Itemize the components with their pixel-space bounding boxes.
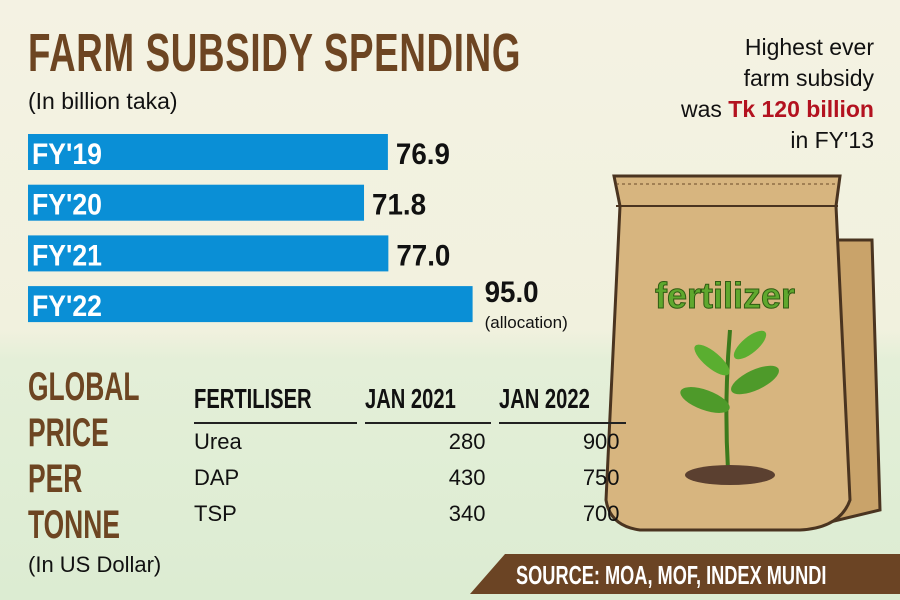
chart-title: FARM SUBSIDY SPENDING: [28, 23, 522, 83]
source-text: SOURCE: MOA, MOF, INDEX MUNDI: [516, 560, 827, 590]
value-label: 71.8: [372, 189, 426, 222]
highest-subsidy-note: Highest ever farm subsidy was Tk 120 bil…: [681, 32, 874, 156]
category-label: FY'22: [32, 290, 102, 323]
cell: 700: [582, 501, 620, 526]
note-text: was: [680, 96, 729, 122]
column-header: FERTILISER: [194, 380, 358, 424]
value-label: 95.0: [485, 276, 539, 309]
price-unit: (In US Dollar): [28, 552, 162, 577]
chart-subtitle: (In billion taka): [28, 88, 178, 114]
fertilizer-bag-illustration: fertilizer: [604, 174, 882, 532]
value-label: 76.9: [396, 138, 450, 171]
note-line: farm subsidy: [743, 65, 874, 91]
bar: [28, 235, 389, 272]
table-header-row: FERTILISER JAN 2021 JAN 2022: [194, 380, 626, 424]
cell: 900: [582, 429, 620, 454]
cell: TSP: [194, 501, 237, 526]
column-header: JAN 2022: [499, 380, 626, 424]
bar: [28, 184, 365, 221]
bag-label: fertilizer: [655, 275, 795, 316]
cell: Urea: [194, 429, 242, 454]
bar: [28, 134, 388, 170]
heading-line: TONNE: [28, 503, 120, 547]
cell: 750: [582, 465, 620, 490]
note-highlight: Tk 120 billion: [728, 96, 874, 122]
cell: 280: [448, 429, 486, 454]
source-banner: SOURCE: MOA, MOF, INDEX MUNDI: [470, 554, 900, 594]
cell: 430: [448, 465, 486, 490]
heading-line: GLOBAL: [28, 365, 140, 409]
category-label: FY'19: [32, 138, 102, 171]
table-row: DAP 430 750: [194, 460, 626, 496]
category-label: FY'21: [32, 239, 102, 272]
note-line: in FY'13: [790, 127, 874, 153]
note-line: Highest ever: [744, 34, 874, 60]
bar-annotation: (allocation): [485, 313, 568, 332]
note-line: was Tk 120 billion: [681, 94, 874, 125]
cell: DAP: [194, 465, 240, 490]
column-header: JAN 2021: [365, 380, 492, 424]
price-heading: GLOBAL PRICE PER TONNE: [28, 364, 197, 548]
heading-line: PER: [28, 457, 83, 501]
table-row: TSP 340 700: [194, 496, 626, 532]
value-label: 77.0: [396, 239, 450, 272]
bar: [28, 286, 473, 323]
cell: 340: [448, 501, 486, 526]
heading-line: PRICE: [28, 411, 109, 455]
table-row: Urea 280 900: [194, 424, 626, 460]
price-table: FERTILISER JAN 2021 JAN 2022 Urea 280 900 …: [186, 380, 634, 532]
category-label: FY'20: [32, 189, 102, 222]
bar-chart: FY'19 76.9 FY'20 71.8 FY'21 77.0 FY'22 95.0 (all…: [28, 134, 568, 332]
